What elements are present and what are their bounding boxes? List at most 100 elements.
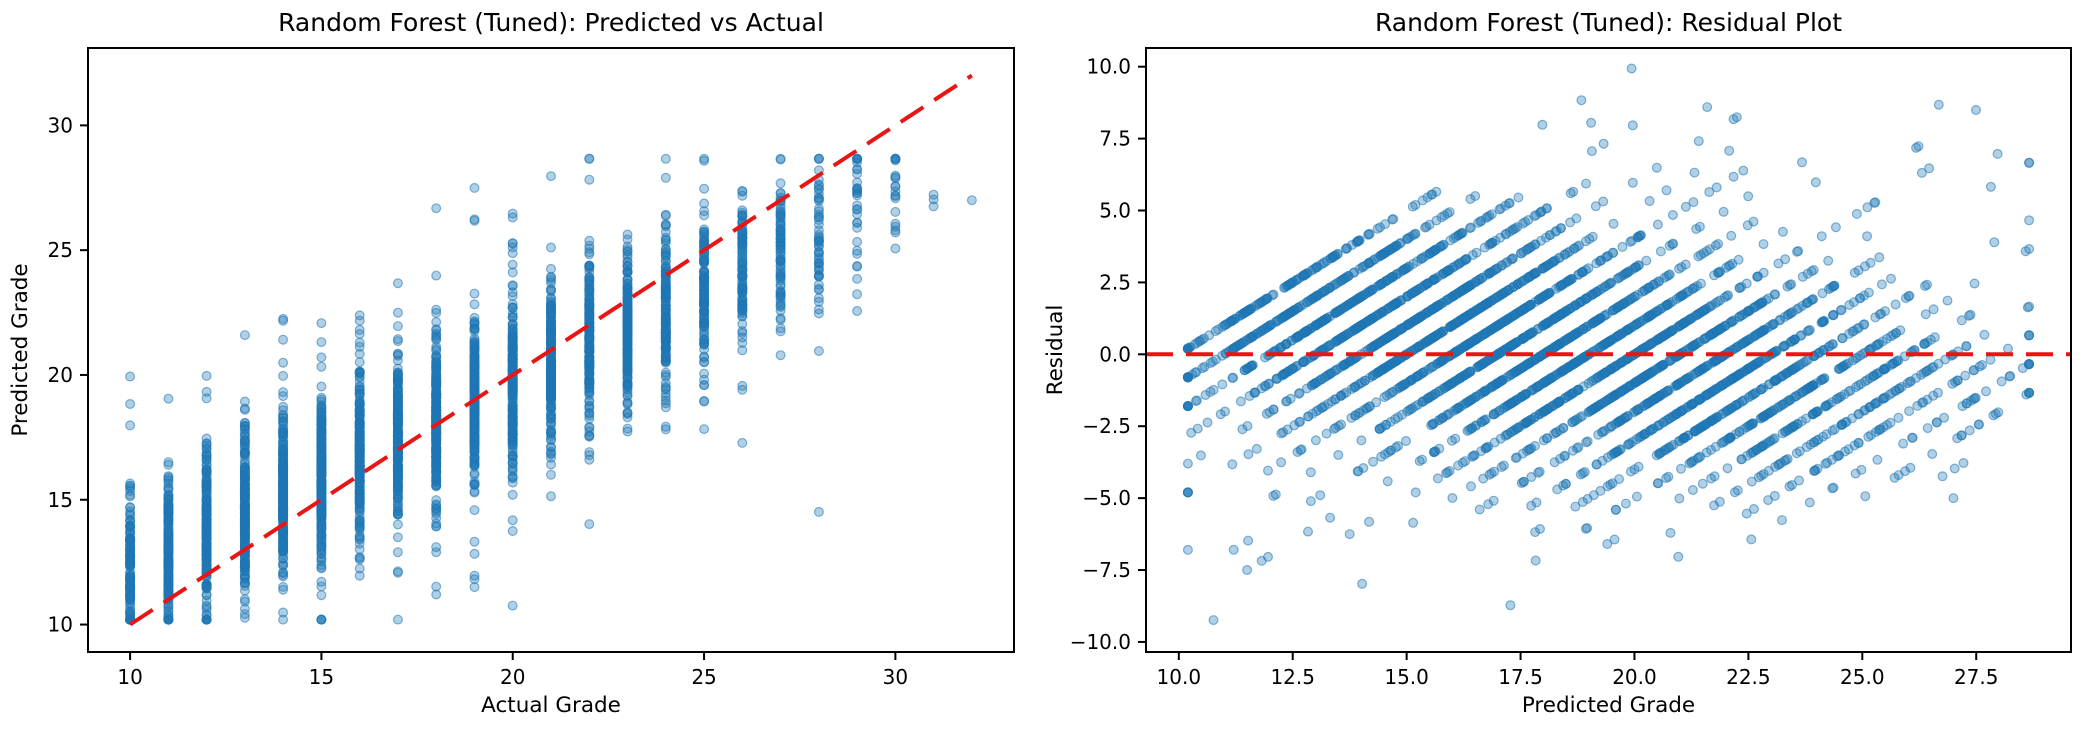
data-point	[354, 461, 365, 472]
x-tick-label: 30	[883, 665, 908, 689]
data-point	[278, 614, 289, 625]
data-point	[469, 299, 480, 310]
data-point	[852, 306, 863, 317]
data-point	[1467, 250, 1478, 261]
data-point	[201, 433, 212, 444]
data-point	[278, 401, 289, 412]
data-point	[1351, 323, 1362, 334]
data-point	[775, 178, 786, 189]
data-point	[775, 271, 786, 282]
data-point	[852, 217, 863, 228]
data-point	[1217, 350, 1228, 361]
data-point	[392, 427, 403, 438]
data-point	[1260, 294, 1271, 305]
data-point	[316, 590, 327, 601]
data-point	[813, 257, 824, 268]
data-point	[622, 426, 633, 437]
data-point	[775, 254, 786, 265]
data-point	[431, 521, 442, 532]
data-point	[737, 190, 748, 201]
data-point	[278, 538, 289, 549]
data-point	[1340, 244, 1351, 255]
data-point	[431, 508, 442, 519]
data-point	[1535, 235, 1546, 246]
data-point	[1414, 283, 1425, 294]
data-point	[239, 424, 250, 435]
data-point	[966, 195, 977, 206]
data-point	[278, 427, 289, 438]
data-point	[928, 201, 939, 212]
data-point	[1495, 232, 1506, 243]
data-point	[469, 570, 480, 581]
data-point	[201, 509, 212, 520]
data-point	[1520, 217, 1531, 228]
data-point	[1524, 243, 1535, 254]
data-point	[316, 488, 327, 499]
data-point	[1222, 318, 1233, 329]
data-point	[699, 374, 710, 385]
data-point	[1626, 63, 1637, 74]
data-point	[354, 488, 365, 499]
data-point	[545, 491, 556, 502]
data-point	[316, 454, 327, 465]
data-point	[201, 443, 212, 454]
data-point	[737, 211, 748, 222]
data-point	[737, 233, 748, 244]
data-point	[507, 208, 518, 219]
data-point	[584, 410, 595, 421]
data-point	[1384, 274, 1395, 285]
data-point	[1512, 222, 1523, 233]
data-point	[392, 321, 403, 332]
data-point	[239, 421, 250, 432]
data-point	[239, 577, 250, 588]
data-point	[431, 324, 442, 335]
data-point	[125, 524, 136, 535]
data-point	[1292, 302, 1303, 313]
data-point	[316, 394, 327, 405]
data-point	[1377, 336, 1388, 347]
data-point	[201, 600, 212, 611]
data-point	[660, 247, 671, 258]
y-axis-label: Predicted Grade	[8, 263, 33, 436]
data-point	[1235, 396, 1246, 407]
data-point	[507, 291, 518, 302]
data-point	[316, 563, 327, 574]
data-point	[201, 386, 212, 397]
data-point	[1367, 342, 1378, 353]
data-point	[507, 451, 518, 462]
data-point	[201, 486, 212, 497]
data-point	[354, 409, 365, 420]
data-point	[1580, 178, 1591, 189]
data-point	[316, 337, 327, 348]
data-point	[278, 571, 289, 582]
y-tick-label: 10	[48, 613, 73, 637]
data-point	[1283, 280, 1294, 291]
data-point	[392, 532, 403, 543]
data-point	[1731, 112, 1742, 123]
data-point	[737, 332, 748, 343]
data-point	[163, 554, 174, 565]
data-point	[660, 286, 671, 297]
data-point	[125, 399, 136, 410]
data-point	[1353, 235, 1364, 246]
data-point	[316, 467, 327, 478]
data-point	[278, 444, 289, 455]
data-point	[125, 535, 136, 546]
data-point	[278, 581, 289, 592]
data-point	[852, 153, 863, 164]
data-point	[316, 431, 327, 442]
data-point	[584, 368, 595, 379]
data-point	[737, 384, 748, 395]
data-point	[1264, 320, 1275, 331]
data-point	[1386, 244, 1397, 255]
data-point	[813, 184, 824, 195]
data-point	[163, 526, 174, 537]
data-point	[584, 298, 595, 309]
data-point	[239, 603, 250, 614]
data-point	[431, 353, 442, 364]
data-point	[1426, 189, 1437, 200]
y-tick-label: 20	[48, 363, 73, 387]
x-axis-label: Actual Grade	[481, 693, 621, 718]
data-point	[584, 454, 595, 465]
